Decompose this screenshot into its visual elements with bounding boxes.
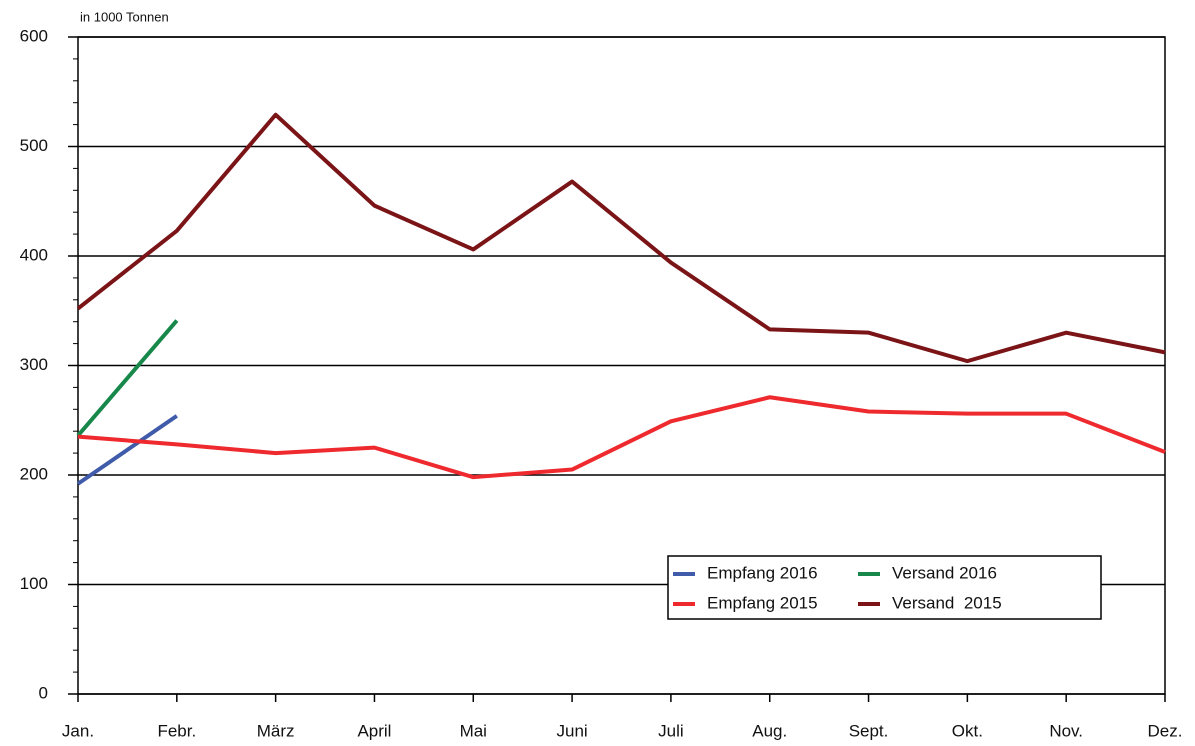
x-tick-label: Sept.: [849, 721, 889, 740]
y-tick-label: 200: [20, 464, 48, 483]
x-tick-label: Aug.: [752, 721, 787, 740]
x-tick-label: Dez.: [1148, 721, 1183, 740]
legend-box: [667, 555, 1102, 620]
line-series: [76, 319, 179, 437]
x-tick-label: Okt.: [952, 721, 983, 740]
line-series: [76, 414, 178, 486]
legend-label: Empfang 2016: [707, 563, 818, 582]
y-tick-label: 600: [20, 26, 48, 45]
unit-label: in 1000 Tonnen: [80, 9, 169, 24]
line-series: [76, 112, 1166, 364]
x-tick-label: April: [357, 721, 391, 740]
y-tick-label: 300: [20, 355, 48, 374]
y-tick-label: 500: [20, 136, 48, 155]
x-tick-label: Juni: [556, 721, 587, 740]
legend-label: Versand 2015: [892, 593, 1002, 612]
y-tick-label: 100: [20, 574, 48, 593]
y-tick-label: 0: [39, 683, 48, 702]
line-series: [77, 395, 1166, 480]
x-tick-label: Mai: [460, 721, 487, 740]
x-tick-label: Juli: [658, 721, 684, 740]
x-tick-label: Nov.: [1049, 721, 1083, 740]
y-tick-label: 400: [20, 245, 48, 264]
legend-label: Versand 2016: [892, 563, 997, 582]
legend-label: Empfang 2015: [707, 593, 818, 612]
x-tick-label: Febr.: [157, 721, 196, 740]
x-tick-label: Jan.: [62, 721, 94, 740]
x-tick-label: März: [257, 721, 295, 740]
